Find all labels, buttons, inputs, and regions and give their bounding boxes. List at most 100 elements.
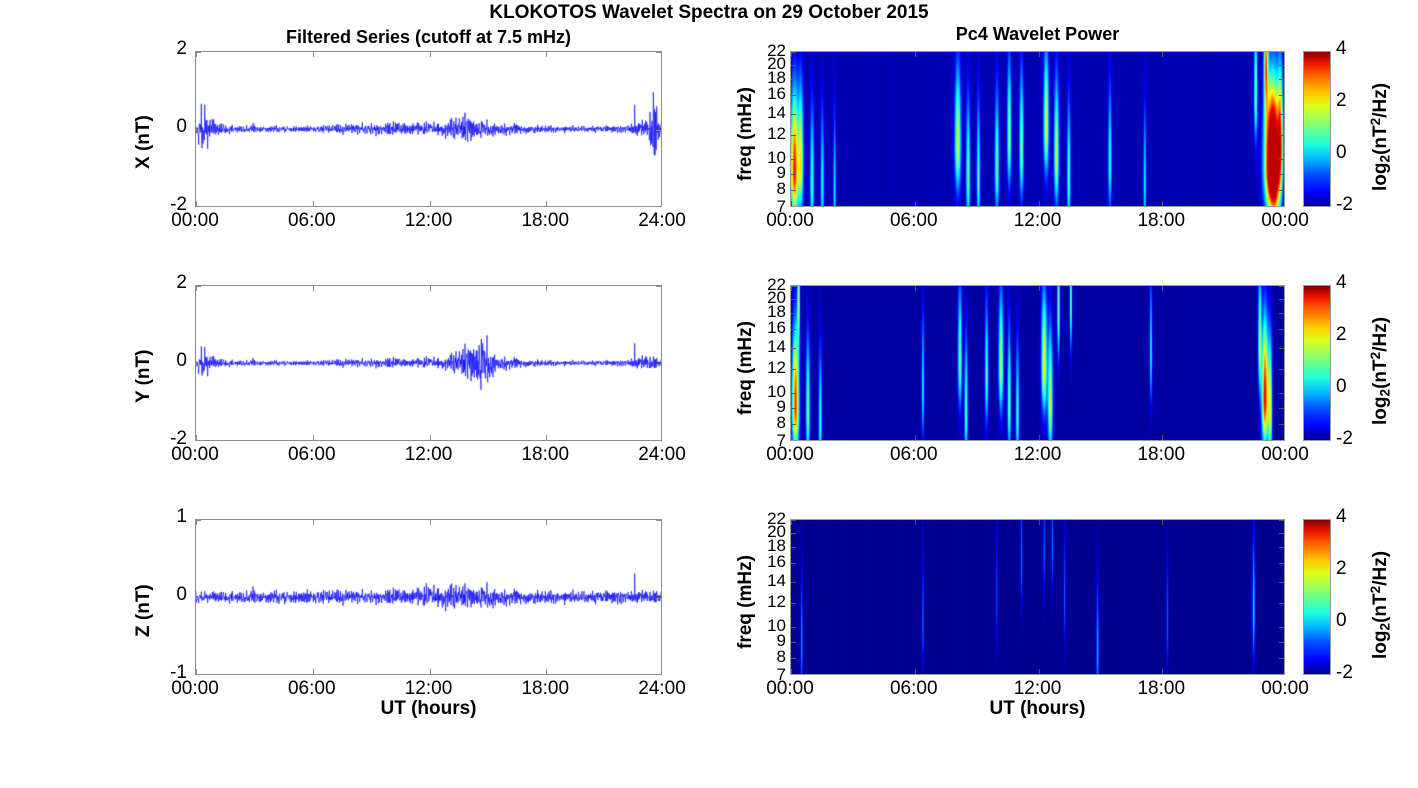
- colorbar-title-log: log: [1370, 396, 1392, 426]
- colorbar-title-tail: /Hz): [1370, 550, 1392, 586]
- x-tick-top: [196, 520, 197, 525]
- y-tick-right: [1279, 189, 1284, 191]
- x-tick: [429, 201, 431, 206]
- y-tick-right: [1279, 641, 1284, 643]
- y-axis-title: X (nT): [133, 115, 154, 169]
- y-tick: [791, 159, 796, 161]
- spectrogram-panel-x: [790, 51, 1285, 207]
- freq-tick-label: 14: [767, 336, 786, 356]
- spectrogram-image: [791, 52, 1284, 206]
- y-tick-label: 2: [176, 38, 187, 59]
- x-tick-label: 06:00: [287, 444, 336, 465]
- colorbar-tick-label: -2: [1336, 662, 1353, 683]
- colorbar-tick-label: 4: [1336, 506, 1347, 527]
- timeseries-panel-z: [195, 519, 662, 675]
- x-tick-top: [312, 52, 314, 57]
- freq-tick-label: 9: [776, 162, 786, 182]
- y-tick-label: -2: [170, 428, 187, 449]
- x-tick: [1162, 201, 1164, 206]
- y-tick: [196, 598, 201, 599]
- x-tick: [546, 201, 548, 206]
- freq-axis-title: freq (mHz): [735, 87, 756, 181]
- x-tick-top: [312, 286, 314, 291]
- x-tick-label: 18:00: [1137, 210, 1186, 231]
- y-tick-right: [1279, 347, 1284, 349]
- x-tick-label: 06:00: [889, 444, 938, 465]
- spectrogram-image: [791, 286, 1284, 440]
- x-tick-label: 00:00: [766, 678, 814, 699]
- colorbar-tick-label: 0: [1336, 376, 1347, 397]
- x-tick-label: 18:00: [521, 678, 570, 699]
- y-tick-right: [1279, 532, 1284, 534]
- y-tick-right: [1279, 159, 1284, 161]
- x-tick-top: [1038, 52, 1040, 57]
- x-tick-label: 12:00: [404, 444, 453, 465]
- y-tick-right: [1279, 313, 1284, 315]
- freq-tick-label: 18: [767, 536, 786, 556]
- y-tick: [791, 532, 796, 534]
- y-tick-right: [1279, 520, 1284, 521]
- freq-tick-label: 16: [767, 84, 786, 104]
- x-tick-label: 24:00: [638, 678, 686, 699]
- x-tick-top: [429, 520, 431, 525]
- x-tick: [312, 435, 314, 440]
- colorbar-title-unit: (nT: [1370, 125, 1392, 155]
- y-tick-right: [1279, 368, 1284, 370]
- x-tick: [312, 201, 314, 206]
- freq-tick-label: 20: [767, 521, 786, 541]
- freq-tick-label: 10: [767, 382, 786, 402]
- freq-tick-label: 20: [767, 53, 786, 73]
- y-tick: [791, 547, 796, 549]
- y-tick: [791, 627, 796, 629]
- y-tick: [791, 393, 796, 395]
- x-tick-top: [1038, 520, 1040, 525]
- x-tick-top: [791, 286, 792, 291]
- colorbar-title-exp: 2: [1368, 117, 1383, 126]
- y-tick-right: [656, 286, 661, 287]
- x-tick-label: 12:00: [404, 678, 453, 699]
- x-tick-top: [196, 52, 197, 57]
- colorbar-title-unit: (nT: [1370, 359, 1392, 389]
- freq-tick-label: 14: [767, 570, 786, 590]
- freq-tick-label: 22: [767, 41, 786, 60]
- y-tick-right: [1279, 581, 1284, 583]
- x-tick: [1038, 201, 1040, 206]
- colorbar-tick-label: -2: [1336, 194, 1353, 215]
- colorbar-tick-label: 2: [1336, 324, 1347, 345]
- y-tick-right: [1279, 79, 1284, 81]
- colorbar-title: log2(nT2/Hz): [1368, 317, 1393, 425]
- y-tick-right: [656, 364, 661, 365]
- x-tick-top: [546, 286, 548, 291]
- timeseries-trace: [196, 286, 661, 440]
- timeseries-panel-y: [195, 285, 662, 441]
- y-tick-right: [1279, 329, 1284, 331]
- x-tick: [791, 435, 792, 440]
- left-column-title: Filtered Series (cutoff at 7.5 mHz): [285, 27, 572, 47]
- y-tick: [196, 52, 201, 53]
- x-tick-top: [429, 52, 431, 57]
- y-tick: [791, 563, 796, 565]
- y-tick-label: 0: [176, 350, 187, 371]
- colorbar-tick-label: 0: [1336, 610, 1347, 631]
- colorbar-title-exp: 2: [1368, 585, 1383, 594]
- freq-tick-label: 8: [776, 412, 786, 432]
- figure-title: KLOKOTOS Wavelet Spectra on 29 October 2…: [489, 2, 929, 23]
- x-tick-top: [914, 520, 916, 525]
- y-tick: [791, 329, 796, 331]
- x-tick-label: 00:00: [1261, 210, 1309, 231]
- left-xaxis-title: UT (hours): [380, 698, 477, 719]
- freq-tick-label: 12: [767, 357, 786, 377]
- y-tick-right: [656, 130, 661, 131]
- x-tick-label: 12:00: [1013, 444, 1062, 465]
- y-tick-right: [1279, 286, 1284, 287]
- x-tick-top: [1162, 520, 1164, 525]
- freq-tick-label: 8: [776, 646, 786, 666]
- y-tick: [791, 189, 796, 191]
- spectrogram-image: [791, 520, 1284, 674]
- y-tick-label: 2: [176, 272, 187, 293]
- y-tick: [196, 130, 201, 131]
- colorbar-title-base: 2: [1377, 388, 1393, 397]
- colorbar-tick-label: 0: [1336, 142, 1347, 163]
- y-tick: [791, 520, 796, 521]
- y-tick: [791, 64, 796, 66]
